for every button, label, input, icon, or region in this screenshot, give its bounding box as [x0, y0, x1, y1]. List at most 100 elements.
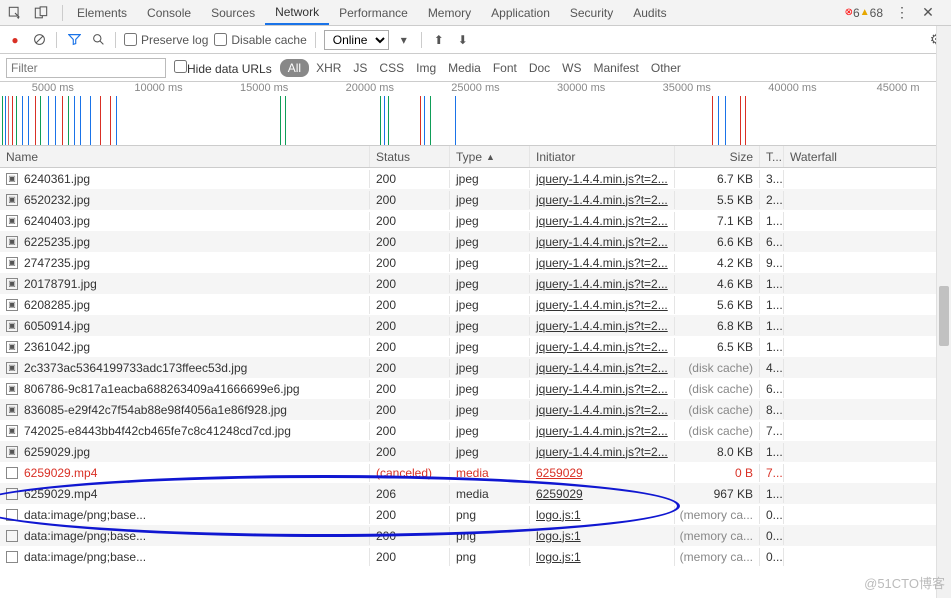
cell-name[interactable]: 6259029.mp4 — [0, 485, 370, 503]
cell-name[interactable]: 6240361.jpg — [0, 170, 370, 188]
column-time[interactable]: T... — [760, 146, 784, 167]
inspect-icon[interactable] — [6, 4, 24, 22]
cell-initiator[interactable]: jquery-1.4.4.min.js?t=2... — [530, 443, 675, 461]
device-toggle-icon[interactable] — [32, 4, 50, 22]
hide-data-urls-checkbox[interactable]: Hide data URLs — [174, 60, 272, 76]
filter-type-xhr[interactable]: XHR — [311, 59, 346, 77]
column-size[interactable]: Size — [675, 146, 760, 167]
tab-security[interactable]: Security — [560, 0, 623, 25]
cell-name[interactable]: 6225235.jpg — [0, 233, 370, 251]
cell-initiator[interactable]: 6259029 — [530, 464, 675, 482]
cell-name[interactable]: 6208285.jpg — [0, 296, 370, 314]
close-icon[interactable]: ✕ — [919, 4, 937, 22]
cell-initiator[interactable]: jquery-1.4.4.min.js?t=2... — [530, 212, 675, 230]
table-row[interactable]: 2747235.jpg200jpegjquery-1.4.4.min.js?t=… — [0, 252, 951, 273]
table-row[interactable]: data:image/png;base...200pnglogo.js:1(me… — [0, 546, 951, 567]
filter-type-ws[interactable]: WS — [557, 59, 586, 77]
tab-memory[interactable]: Memory — [418, 0, 481, 25]
table-row[interactable]: 806786-9c817a1eacba688263409a41666699e6.… — [0, 378, 951, 399]
throttle-menu-icon[interactable]: ▾ — [395, 31, 413, 49]
cell-name[interactable]: 806786-9c817a1eacba688263409a41666699e6.… — [0, 380, 370, 398]
table-row[interactable]: 2c3373ac5364199733adc173ffeec53d.jpg200j… — [0, 357, 951, 378]
column-status[interactable]: Status — [370, 146, 450, 167]
cell-name[interactable]: data:image/png;base... — [0, 506, 370, 524]
more-menu-icon[interactable]: ⋮ — [893, 4, 911, 22]
cell-initiator[interactable]: jquery-1.4.4.min.js?t=2... — [530, 359, 675, 377]
cell-name[interactable]: 6520232.jpg — [0, 191, 370, 209]
error-icon[interactable]: ⊗ — [845, 7, 853, 18]
table-row[interactable]: 836085-e29f42c7f54ab88e98f4056a1e86f928.… — [0, 399, 951, 420]
filter-type-other[interactable]: Other — [646, 59, 686, 77]
cell-initiator[interactable]: jquery-1.4.4.min.js?t=2... — [530, 296, 675, 314]
table-row[interactable]: 6240403.jpg200jpegjquery-1.4.4.min.js?t=… — [0, 210, 951, 231]
cell-name[interactable]: 2c3373ac5364199733adc173ffeec53d.jpg — [0, 359, 370, 377]
tab-network[interactable]: Network — [265, 0, 329, 25]
tab-application[interactable]: Application — [481, 0, 560, 25]
preserve-log-checkbox[interactable]: Preserve log — [124, 33, 208, 47]
table-row[interactable]: 2361042.jpg200jpegjquery-1.4.4.min.js?t=… — [0, 336, 951, 357]
table-row[interactable]: data:image/png;base...200pnglogo.js:1(me… — [0, 525, 951, 546]
cell-initiator[interactable]: jquery-1.4.4.min.js?t=2... — [530, 401, 675, 419]
filter-toggle-icon[interactable] — [65, 31, 83, 49]
table-row[interactable]: 6259029.mp4206media6259029967 KB1... — [0, 483, 951, 504]
cell-initiator[interactable]: logo.js:1 — [530, 548, 675, 566]
filter-type-manifest[interactable]: Manifest — [589, 59, 644, 77]
cell-initiator[interactable]: jquery-1.4.4.min.js?t=2... — [530, 317, 675, 335]
cell-initiator[interactable]: jquery-1.4.4.min.js?t=2... — [530, 170, 675, 188]
cell-name[interactable]: 742025-e8443bb4f42cb465fe7c8c41248cd7cd.… — [0, 422, 370, 440]
tab-elements[interactable]: Elements — [67, 0, 137, 25]
table-row[interactable]: data:image/png;base...200pnglogo.js:1(me… — [0, 504, 951, 525]
cell-name[interactable]: 2361042.jpg — [0, 338, 370, 356]
record-button[interactable]: ● — [6, 31, 24, 49]
cell-name[interactable]: 6259029.mp4 — [0, 464, 370, 482]
cell-initiator[interactable]: jquery-1.4.4.min.js?t=2... — [530, 380, 675, 398]
cell-name[interactable]: 836085-e29f42c7f54ab88e98f4056a1e86f928.… — [0, 401, 370, 419]
cell-initiator[interactable]: jquery-1.4.4.min.js?t=2... — [530, 233, 675, 251]
filter-type-css[interactable]: CSS — [374, 59, 409, 77]
table-row[interactable]: 6240361.jpg200jpegjquery-1.4.4.min.js?t=… — [0, 168, 951, 189]
error-count[interactable]: 6 — [853, 6, 860, 20]
filter-type-js[interactable]: JS — [348, 59, 372, 77]
cell-name[interactable]: data:image/png;base... — [0, 527, 370, 545]
har-upload-icon[interactable]: ⬆ — [430, 31, 448, 49]
tab-performance[interactable]: Performance — [329, 0, 418, 25]
cell-name[interactable]: 20178791.jpg — [0, 275, 370, 293]
table-row[interactable]: 6225235.jpg200jpegjquery-1.4.4.min.js?t=… — [0, 231, 951, 252]
filter-type-doc[interactable]: Doc — [524, 59, 555, 77]
table-row[interactable]: 6208285.jpg200jpegjquery-1.4.4.min.js?t=… — [0, 294, 951, 315]
column-initiator[interactable]: Initiator — [530, 146, 675, 167]
cell-initiator[interactable]: logo.js:1 — [530, 506, 675, 524]
filter-type-media[interactable]: Media — [443, 59, 486, 77]
cell-initiator[interactable]: logo.js:1 — [530, 527, 675, 545]
filter-type-font[interactable]: Font — [488, 59, 522, 77]
warning-icon[interactable]: ▲ — [860, 7, 870, 18]
column-name[interactable]: Name — [0, 146, 370, 167]
table-row[interactable]: 6520232.jpg200jpegjquery-1.4.4.min.js?t=… — [0, 189, 951, 210]
har-download-icon[interactable]: ⬇ — [454, 31, 472, 49]
table-row[interactable]: 742025-e8443bb4f42cb465fe7c8c41248cd7cd.… — [0, 420, 951, 441]
column-type[interactable]: Type▲ — [450, 146, 530, 167]
vertical-scrollbar[interactable] — [936, 26, 951, 598]
cell-name[interactable]: 6050914.jpg — [0, 317, 370, 335]
cell-name[interactable]: data:image/png;base... — [0, 548, 370, 566]
tab-sources[interactable]: Sources — [201, 0, 265, 25]
clear-button[interactable] — [30, 31, 48, 49]
tab-audits[interactable]: Audits — [623, 0, 676, 25]
filter-input[interactable] — [6, 58, 166, 78]
cell-initiator[interactable]: jquery-1.4.4.min.js?t=2... — [530, 338, 675, 356]
search-icon[interactable] — [89, 31, 107, 49]
cell-initiator[interactable]: jquery-1.4.4.min.js?t=2... — [530, 191, 675, 209]
table-row[interactable]: 6050914.jpg200jpegjquery-1.4.4.min.js?t=… — [0, 315, 951, 336]
tab-console[interactable]: Console — [137, 0, 201, 25]
timeline-overview[interactable]: 5000 ms10000 ms15000 ms20000 ms25000 ms3… — [0, 82, 951, 146]
cell-initiator[interactable]: jquery-1.4.4.min.js?t=2... — [530, 275, 675, 293]
cell-initiator[interactable]: jquery-1.4.4.min.js?t=2... — [530, 422, 675, 440]
throttle-select[interactable]: Online — [324, 30, 389, 50]
cell-name[interactable]: 2747235.jpg — [0, 254, 370, 272]
warning-count[interactable]: 68 — [870, 6, 883, 20]
table-row[interactable]: 20178791.jpg200jpegjquery-1.4.4.min.js?t… — [0, 273, 951, 294]
table-row[interactable]: 6259029.mp4(canceled)media62590290 B7... — [0, 462, 951, 483]
table-row[interactable]: 6259029.jpg200jpegjquery-1.4.4.min.js?t=… — [0, 441, 951, 462]
cell-name[interactable]: 6240403.jpg — [0, 212, 370, 230]
filter-type-all[interactable]: All — [280, 59, 309, 77]
